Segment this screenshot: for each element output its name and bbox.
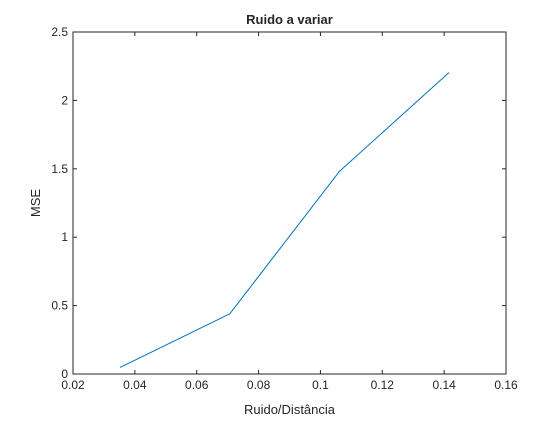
y-tick-label: 1.5 — [51, 162, 68, 176]
x-axis-label: Ruido/Distância — [244, 402, 336, 417]
data-point — [447, 72, 450, 74]
x-tick-label: 0.06 — [185, 378, 209, 392]
y-tick-label: 2.5 — [51, 25, 68, 39]
plot-area — [72, 31, 507, 375]
x-tick-label: 0.08 — [247, 378, 271, 392]
series-line — [120, 72, 449, 368]
y-axis-ticks: 0 0.5 1 1.5 2 2.5 — [51, 25, 506, 381]
data-point — [120, 366, 122, 368]
x-tick-label: 0.16 — [494, 378, 518, 392]
series-layer — [120, 72, 450, 368]
y-tick-label: 0 — [61, 367, 68, 381]
y-tick-label: 1 — [61, 230, 68, 244]
x-tick-label: 0.1 — [312, 378, 329, 392]
y-tick-label: 0.5 — [51, 299, 68, 313]
y-axis-label: MSE — [28, 189, 43, 218]
x-tick-label: 0.02 — [61, 378, 85, 392]
x-tick-label: 0.14 — [432, 378, 456, 392]
data-point — [338, 170, 340, 173]
x-tick-label: 0.12 — [371, 378, 395, 392]
x-axis-ticks: 0.02 0.04 0.06 0.08 0.1 0.12 0.14 0.16 — [61, 32, 518, 392]
data-point — [229, 313, 231, 315]
chart-title: Ruido a variar — [246, 12, 333, 27]
x-tick-label: 0.04 — [123, 378, 147, 392]
y-tick-label: 2 — [61, 93, 68, 107]
